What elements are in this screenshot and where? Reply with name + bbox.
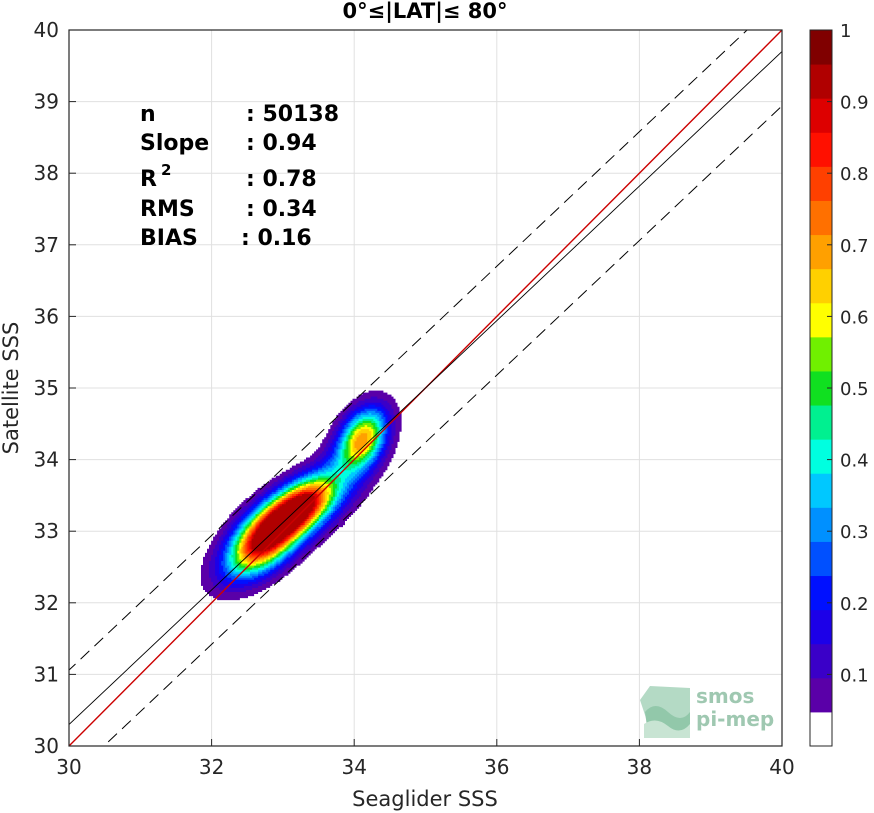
colorbar-tick-label: 0.2 [840, 594, 869, 615]
density-contours [201, 390, 402, 601]
logo-text-pimep: pi-mep [696, 707, 774, 731]
colorbar-segment [810, 507, 832, 542]
colorbar-segment [810, 473, 832, 508]
colorbar-segment [810, 405, 832, 440]
smos-pimep-logo: smos pi-mep [640, 684, 774, 738]
chart-title: 0°≤|LAT|≤ 80° [342, 0, 507, 24]
x-tick-label: 40 [769, 755, 794, 779]
x-tick-label: 30 [56, 755, 81, 779]
colorbar-tick-label: 0.6 [840, 307, 869, 328]
colorbar-segment [810, 30, 832, 65]
y-tick-label: 38 [34, 161, 59, 185]
colorbar-segment [810, 200, 832, 236]
colorbar-segment [810, 64, 832, 99]
colorbar-segment [810, 166, 832, 201]
colorbar-segment [810, 711, 832, 747]
colorbar-segment [810, 609, 832, 645]
y-tick-label: 34 [34, 448, 59, 472]
colorbar: 0.1 0.2 0.3 0.4 0.5 0.6 0.7 0.8 0.9 1 [809, 21, 869, 747]
colorbar-tick-label: 0.3 [840, 522, 869, 543]
stat-value-slope: : 0.94 [246, 131, 317, 156]
colorbar-segment [810, 677, 832, 713]
stat-value-bias: : 0.16 [241, 226, 312, 251]
line-fit-2- [69, 30, 748, 671]
stat-label-rms: RMS [140, 197, 195, 222]
y-tick-label: 30 [34, 734, 59, 758]
stats-box: n : 50138 Slope : 0.94 R 2 : 0.78 RMS : 0.34 BIAS… [140, 102, 339, 251]
wave-logo-icon [640, 686, 690, 738]
line-fit-2- [103, 105, 782, 746]
colorbar-segment [810, 541, 832, 577]
colorbar-segment [810, 302, 832, 338]
colorbar-segment [810, 575, 832, 611]
x-ticks: 30 32 34 36 38 40 [56, 739, 795, 779]
x-tick-label: 34 [341, 755, 366, 779]
x-tick-label: 32 [199, 755, 224, 779]
reference-lines [69, 30, 782, 746]
stat-label-bias: BIAS [140, 226, 198, 251]
stat-value-n: : 50138 [246, 102, 339, 127]
y-tick-label: 40 [34, 18, 59, 42]
stat-superscript: 2 [161, 161, 171, 179]
stat-value-rms: : 0.34 [246, 197, 317, 222]
y-tick-label: 37 [34, 233, 59, 257]
colorbar-segment [810, 370, 832, 406]
y-tick-label: 33 [34, 519, 59, 543]
logo-text-smos: smos [696, 684, 754, 708]
y-ticks: 30 31 32 33 34 35 36 37 38 39 40 [34, 18, 76, 758]
x-tick-label: 36 [484, 755, 509, 779]
colorbar-segment [810, 439, 832, 474]
line-fit [69, 50, 782, 726]
colorbar-tick-label: 0.9 [840, 93, 869, 114]
colorbar-tick-label: 0.7 [840, 236, 869, 257]
colorbar-tick-label: 0.8 [840, 164, 869, 185]
colorbar-tick-label: 0.5 [840, 379, 869, 400]
grid [68, 29, 783, 747]
colorbar-segment [810, 98, 832, 133]
colorbar-tick-label: 0.1 [840, 665, 869, 686]
x-tick-label: 38 [627, 755, 652, 779]
x-axis-label: Seaglider SSS [352, 787, 498, 811]
stat-label-slope: Slope [140, 131, 209, 156]
colorbar-segment [810, 132, 832, 167]
stat-label-n: n [140, 102, 156, 127]
y-axis-label: Satellite SSS [0, 322, 23, 455]
y-tick-label: 39 [34, 90, 59, 114]
colorbar-segment [810, 234, 832, 270]
y-tick-label: 36 [34, 304, 59, 328]
y-tick-label: 32 [34, 591, 59, 615]
y-tick-label: 31 [34, 662, 59, 686]
colorbar-segment [810, 268, 832, 304]
colorbar-tick-label: 0.4 [840, 451, 869, 472]
stat-label-r: R [140, 167, 157, 192]
y-tick-label: 35 [34, 376, 59, 400]
colorbar-tick-label: 1 [840, 21, 851, 42]
colorbar-segment [810, 643, 832, 679]
stat-value-r: : 0.78 [246, 167, 317, 192]
colorbar-segment [810, 336, 832, 372]
